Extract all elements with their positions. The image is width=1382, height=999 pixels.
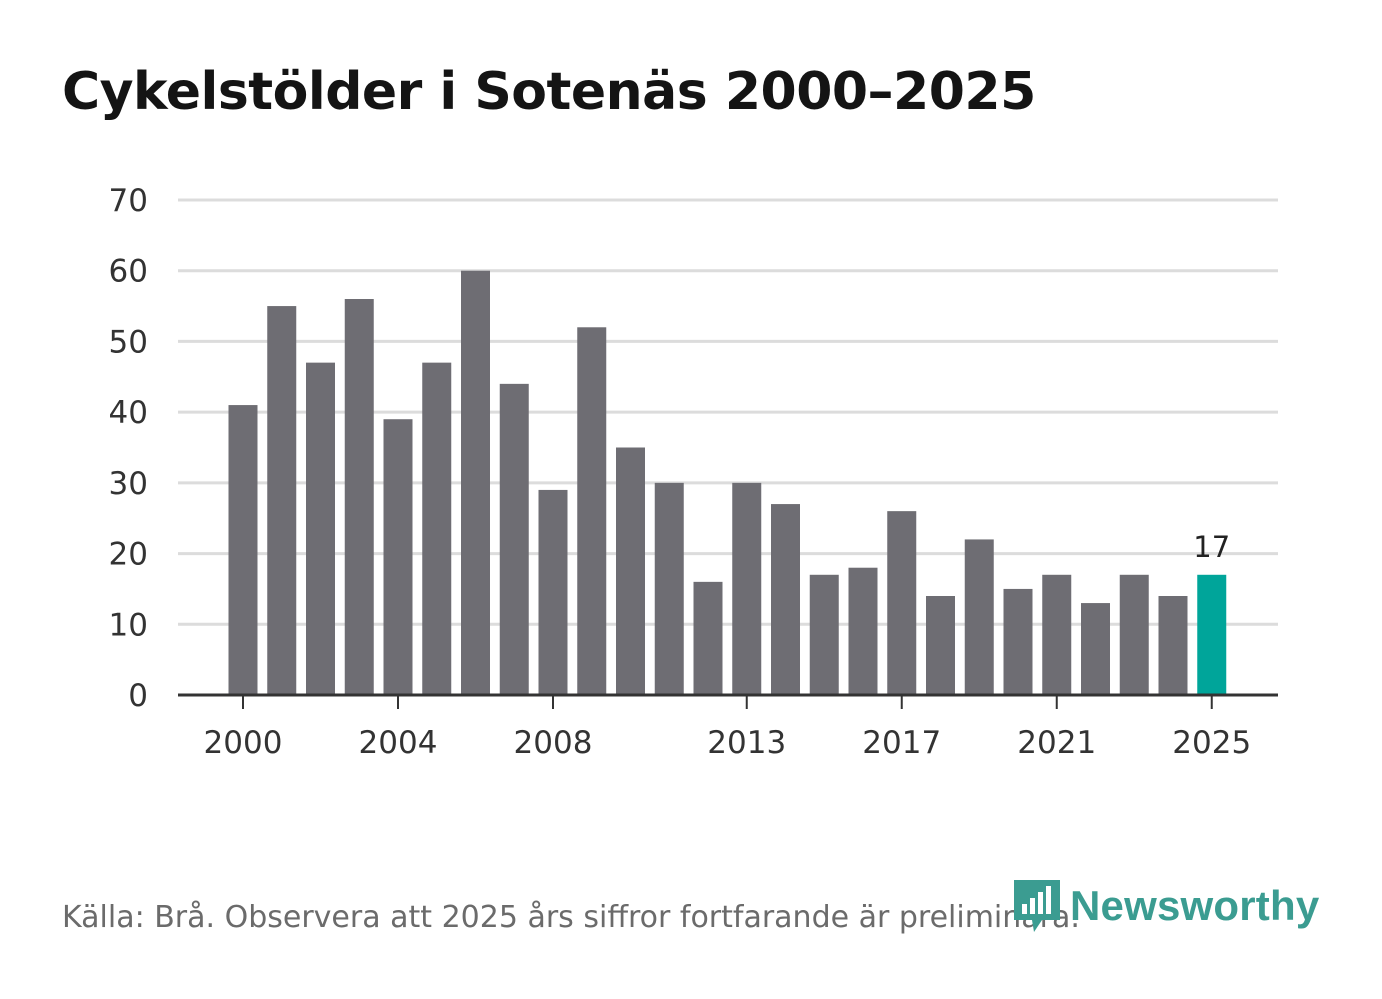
bar-2017 xyxy=(887,511,917,695)
x-tick-label: 2021 xyxy=(1017,725,1096,761)
bar-2015 xyxy=(809,574,839,695)
axes xyxy=(178,693,1278,709)
bar-2012 xyxy=(693,581,723,695)
x-tick-label: 2017 xyxy=(862,725,941,761)
bar-2020 xyxy=(1003,588,1033,695)
bar-2025 xyxy=(1197,574,1227,695)
y-tick-label: 0 xyxy=(128,678,148,714)
y-tick-label: 10 xyxy=(109,607,148,643)
bar-2007 xyxy=(499,383,529,695)
newsworthy-logo: Newsworthy xyxy=(1010,876,1319,936)
bar-2018 xyxy=(926,596,955,695)
bar-2019 xyxy=(964,539,994,695)
bar-2005 xyxy=(422,362,452,695)
bar-2014 xyxy=(771,504,800,695)
y-tick-label: 60 xyxy=(109,254,148,290)
x-tick-label: 2025 xyxy=(1172,725,1251,761)
x-tick-label: 2000 xyxy=(204,725,283,761)
bar-2003 xyxy=(344,299,374,695)
grid-lines xyxy=(178,198,1278,626)
bar-2011 xyxy=(654,482,684,695)
bar-2002 xyxy=(306,362,335,695)
bar-chart: 0 10 20 30 40 50 60 70 17 2000 2004 2008 2013 2017 202… xyxy=(109,183,1278,761)
bars xyxy=(228,270,1227,695)
data-label-2025: 17 xyxy=(1193,530,1230,564)
y-tick-label: 70 xyxy=(109,183,148,219)
y-tick-label: 30 xyxy=(109,466,148,502)
y-tick-label: 20 xyxy=(109,537,148,573)
logo-text: Newsworthy xyxy=(1070,882,1320,929)
bar-2023 xyxy=(1119,574,1149,695)
labels: 0 10 20 30 40 50 60 70 17 2000 2004 2008 2013 2017 202… xyxy=(109,183,1252,761)
bar-2024 xyxy=(1158,596,1188,695)
bar-2006 xyxy=(461,270,490,695)
bar-2001 xyxy=(267,306,297,695)
bar-2021 xyxy=(1042,574,1072,695)
bar-2000 xyxy=(228,405,258,695)
bar-2009 xyxy=(577,327,607,695)
x-tick-label: 2013 xyxy=(707,725,786,761)
newsworthy-chart-icon xyxy=(1014,880,1060,932)
bar-2010 xyxy=(616,447,645,695)
bar-2016 xyxy=(848,567,878,695)
bar-2008 xyxy=(538,489,568,695)
bar-2004 xyxy=(383,419,413,695)
bar-2013 xyxy=(732,482,762,695)
y-tick-label: 40 xyxy=(109,395,148,431)
x-tick-label: 2008 xyxy=(514,725,593,761)
chart-title: Cykelstölder i Sotenäs 2000–2025 xyxy=(62,62,1036,122)
bar-2022 xyxy=(1081,603,1110,695)
y-tick-label: 50 xyxy=(109,324,148,360)
source-note: Källa: Brå. Observera att 2025 års siffr… xyxy=(62,900,1080,935)
x-tick-label: 2004 xyxy=(359,725,438,761)
